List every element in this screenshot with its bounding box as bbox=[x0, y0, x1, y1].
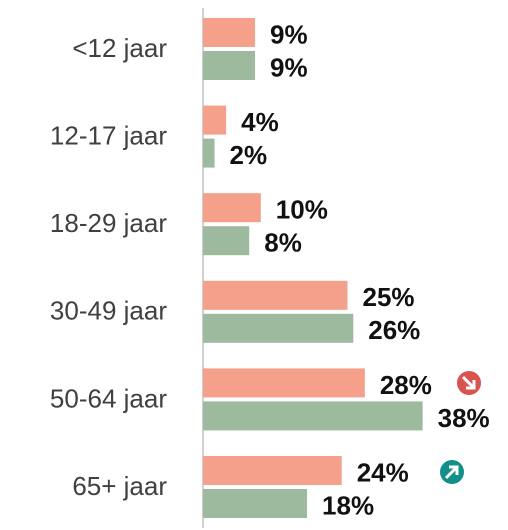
decrease-icon bbox=[455, 369, 483, 397]
value-label: 24% bbox=[357, 457, 409, 487]
category-label: <12 jaar bbox=[72, 33, 167, 63]
value-label: 4% bbox=[241, 107, 279, 137]
bar bbox=[203, 226, 250, 256]
bar bbox=[203, 105, 227, 135]
bar bbox=[203, 280, 348, 310]
value-label: 28% bbox=[380, 370, 432, 400]
increase-icon bbox=[438, 458, 466, 486]
category-label: 12-17 jaar bbox=[50, 120, 167, 150]
category-label: 18-29 jaar bbox=[50, 208, 167, 238]
category-label: 50-64 jaar bbox=[50, 383, 167, 413]
value-label: 8% bbox=[264, 228, 302, 258]
category-label: 30-49 jaar bbox=[50, 296, 167, 326]
category-label: 65+ jaar bbox=[72, 471, 167, 501]
value-label: 10% bbox=[276, 195, 328, 225]
bar bbox=[203, 489, 308, 518]
value-label: 38% bbox=[438, 403, 490, 433]
bar bbox=[203, 313, 354, 343]
bar bbox=[203, 401, 423, 431]
bar bbox=[203, 456, 342, 485]
value-label: 26% bbox=[368, 315, 420, 345]
bar bbox=[203, 193, 261, 223]
value-label: 25% bbox=[363, 282, 415, 312]
value-label: 2% bbox=[230, 140, 268, 170]
bar bbox=[203, 18, 256, 47]
value-label: 9% bbox=[270, 52, 308, 82]
bar bbox=[203, 51, 256, 80]
bar bbox=[203, 368, 365, 398]
value-label: 9% bbox=[270, 19, 308, 49]
bar bbox=[203, 138, 215, 168]
value-label: 18% bbox=[322, 490, 374, 520]
